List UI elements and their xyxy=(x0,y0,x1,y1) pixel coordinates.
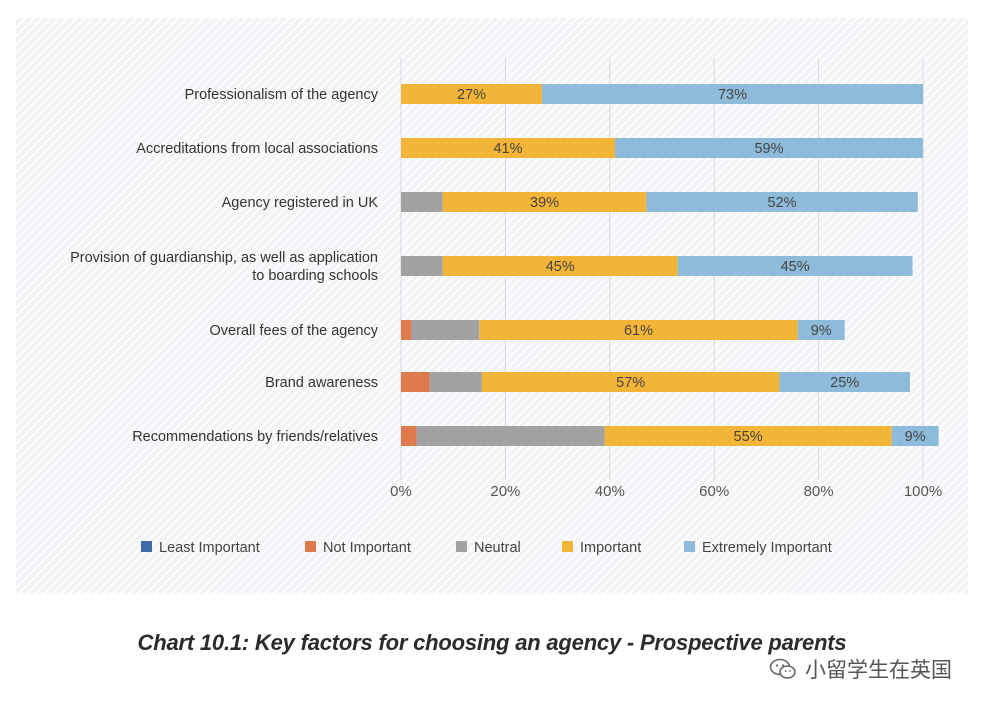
data-label: 9% xyxy=(905,429,926,445)
legend-swatch xyxy=(141,541,152,552)
data-label: 73% xyxy=(718,87,747,103)
bar-segment xyxy=(442,256,678,276)
bar-segment xyxy=(779,372,910,392)
data-label: 57% xyxy=(616,375,645,391)
legend-label: Important xyxy=(580,540,641,556)
stacked-bar-chart: 0% 20% 40% 60% 80% 100% Professionalism of the… xyxy=(70,58,942,556)
x-tick-label: 40% xyxy=(595,483,625,500)
x-tick-label: 0% xyxy=(390,483,412,500)
data-label: 25% xyxy=(830,375,859,391)
bar-segment xyxy=(416,426,605,446)
chart-caption: Chart 10.1: Key factors for choosing an … xyxy=(137,630,847,655)
x-tick-label: 60% xyxy=(699,483,729,500)
bar-segment xyxy=(401,84,542,104)
bar-segment xyxy=(604,426,892,446)
bar-segment xyxy=(797,320,845,340)
watermark: 小留学生在英国 xyxy=(769,654,952,684)
bar-segment xyxy=(541,84,923,104)
category-label: Professionalism of the agency xyxy=(185,87,379,103)
bar-segment xyxy=(646,192,918,212)
bar-segment xyxy=(891,426,939,446)
legend-label: Extremely Important xyxy=(702,540,832,556)
legend-swatch xyxy=(562,541,573,552)
data-label: 52% xyxy=(768,195,797,211)
wechat-icon xyxy=(769,658,796,679)
legend-label: Not Important xyxy=(323,540,411,556)
category-label: Recommendations by friends/relatives xyxy=(132,429,378,445)
category-label: Accreditations from local associations xyxy=(136,141,378,157)
legend-swatch xyxy=(456,541,467,552)
category-label: Overall fees of the agency xyxy=(210,323,379,339)
data-label: 39% xyxy=(530,195,559,211)
bar-segment xyxy=(401,256,443,276)
bar-segment xyxy=(401,138,616,158)
bar-segment xyxy=(429,372,482,392)
data-label: 27% xyxy=(457,87,486,103)
data-label: 9% xyxy=(811,323,832,339)
bar-segment xyxy=(401,320,412,340)
data-label: 59% xyxy=(754,141,783,157)
bar-segment xyxy=(479,320,798,340)
bar-segment xyxy=(615,138,923,158)
watermark-text: 小留学生在英国 xyxy=(805,658,952,682)
legend-swatch xyxy=(684,541,695,552)
legend-label: Neutral xyxy=(474,540,521,556)
x-tick-label: 100% xyxy=(904,483,942,500)
legend-swatch xyxy=(305,541,316,552)
data-label: 45% xyxy=(546,259,575,275)
x-tick-label: 20% xyxy=(490,483,520,500)
bar-segment xyxy=(401,426,417,446)
bar-segment xyxy=(411,320,480,340)
bar-segment xyxy=(401,192,443,212)
bar-segment xyxy=(401,372,430,392)
category-label: to boarding schools xyxy=(252,268,378,284)
data-label: 45% xyxy=(781,259,810,275)
bar-segment xyxy=(677,256,913,276)
data-label: 41% xyxy=(493,141,522,157)
data-label: 55% xyxy=(734,429,763,445)
chart-panel: 0% 20% 40% 60% 80% 100% Professionalism of the… xyxy=(16,18,968,594)
data-label: 61% xyxy=(624,323,653,339)
category-label: Provision of guardianship, as well as ap… xyxy=(70,250,378,266)
category-label: Brand awareness xyxy=(265,375,378,391)
bar-segment xyxy=(442,192,647,212)
category-label: Agency registered in UK xyxy=(222,195,379,211)
legend-label: Least Important xyxy=(159,540,260,556)
x-tick-label: 80% xyxy=(804,483,834,500)
bar-segment xyxy=(481,372,780,392)
